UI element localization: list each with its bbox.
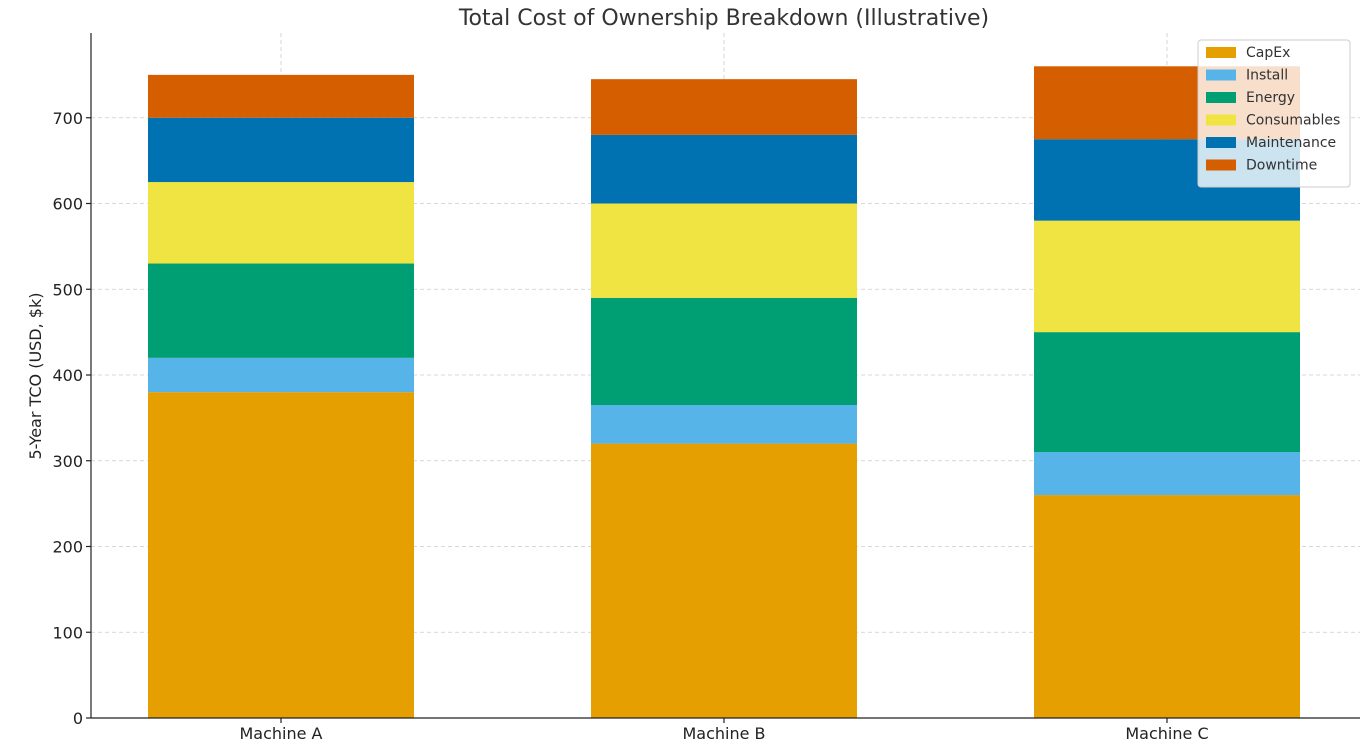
bar-maintenance-machine-b bbox=[591, 134, 857, 204]
legend-label-install: Install bbox=[1246, 68, 1288, 84]
bar-install-machine-a bbox=[148, 357, 414, 393]
y-tick-label: 300 bbox=[52, 452, 83, 471]
y-tick-label: 700 bbox=[52, 109, 83, 128]
y-tick-label: 400 bbox=[52, 366, 83, 385]
bar-energy-machine-c bbox=[1034, 332, 1300, 453]
legend: CapEx Install Energy Consumables Maintenance… bbox=[1197, 39, 1351, 188]
bars bbox=[148, 66, 1300, 718]
chart-title: Total Cost of Ownership Breakdown (Illus… bbox=[458, 6, 989, 31]
y-tick-label: 500 bbox=[52, 280, 83, 299]
x-tick-label: Machine C bbox=[1125, 724, 1208, 743]
y-tick-label: 600 bbox=[52, 195, 83, 214]
bar-install-machine-b bbox=[591, 405, 857, 444]
bar-downtime-machine-b bbox=[591, 79, 857, 135]
bar-consumables-machine-a bbox=[148, 182, 414, 264]
x-tick-label: Machine A bbox=[239, 724, 322, 743]
bar-downtime-machine-a bbox=[148, 74, 414, 118]
x-tick-label: Machine B bbox=[682, 724, 765, 743]
bar-capex-machine-b bbox=[591, 443, 857, 718]
legend-swatch-downtime bbox=[1206, 159, 1236, 171]
y-tick-label: 100 bbox=[52, 623, 83, 642]
y-axis-label: 5-Year TCO (USD, $k) bbox=[26, 293, 45, 460]
legend-label-maintenance: Maintenance bbox=[1246, 135, 1336, 151]
legend-swatch-install bbox=[1206, 69, 1236, 81]
bar-energy-machine-b bbox=[591, 297, 857, 406]
bar-consumables-machine-c bbox=[1034, 220, 1300, 333]
legend-swatch-consumables bbox=[1206, 114, 1236, 126]
legend-label-consumables: Consumables bbox=[1246, 113, 1340, 129]
legend-swatch-maintenance bbox=[1206, 137, 1236, 148]
legend-swatch-capex bbox=[1206, 47, 1236, 58]
bar-install-machine-c bbox=[1034, 452, 1300, 496]
y-tick-label: 200 bbox=[52, 538, 83, 557]
bar-capex-machine-c bbox=[1034, 495, 1300, 718]
legend-swatch-energy bbox=[1206, 92, 1236, 103]
bar-capex-machine-a bbox=[148, 392, 414, 718]
legend-label-downtime: Downtime bbox=[1246, 158, 1317, 174]
legend-label-energy: Energy bbox=[1246, 90, 1295, 106]
bar-energy-machine-a bbox=[148, 263, 414, 358]
y-ticks: 0 100 200 300 400 500 600 700 bbox=[52, 109, 91, 728]
x-ticks: Machine A Machine B Machine C bbox=[239, 718, 1209, 743]
bar-consumables-machine-b bbox=[591, 203, 857, 298]
legend-label-capex: CapEx bbox=[1246, 45, 1290, 61]
bar-maintenance-machine-a bbox=[148, 117, 414, 183]
y-tick-label: 0 bbox=[73, 709, 83, 728]
